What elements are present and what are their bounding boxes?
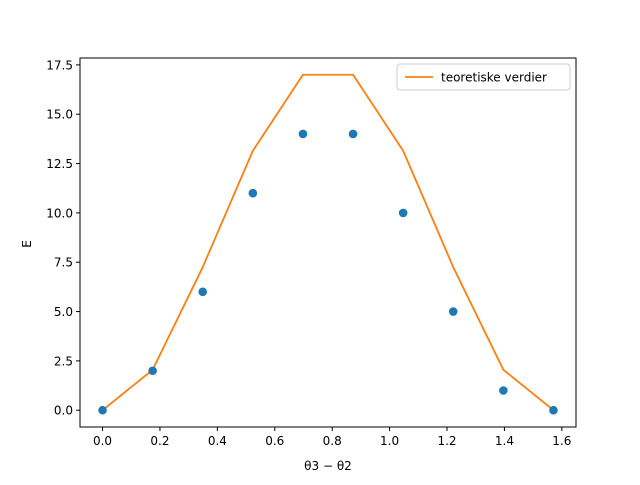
axes-frame xyxy=(79,57,577,428)
plot-area xyxy=(79,57,577,428)
scatter-point xyxy=(398,208,408,218)
y-tick-label: 2.5 xyxy=(54,354,73,368)
y-tick-label: 10.0 xyxy=(46,206,73,220)
scatter-point xyxy=(248,188,258,198)
x-tick-label: 0.6 xyxy=(265,434,284,448)
x-tick-label: 0.0 xyxy=(93,434,112,448)
x-tick-label: 0.4 xyxy=(208,434,227,448)
x-tick-label: 0.2 xyxy=(150,434,169,448)
y-tick-label: 12.5 xyxy=(46,157,73,171)
y-tick-label: 5.0 xyxy=(54,305,73,319)
scatter-point xyxy=(499,386,508,395)
series-line-1 xyxy=(101,73,555,411)
x-tick-label: 1.0 xyxy=(380,434,399,448)
legend-label: teoretiske verdier xyxy=(441,71,547,85)
y-tick-label: 0.0 xyxy=(54,404,73,418)
scatter-point xyxy=(549,405,558,415)
legend: teoretiske verdier xyxy=(396,63,571,91)
x-tick-label: 1.6 xyxy=(552,434,571,448)
x-tick-label: 0.8 xyxy=(323,434,342,448)
scatter-point xyxy=(448,307,458,316)
x-axis-label: θ3 − θ2 xyxy=(304,459,352,473)
scatter-point xyxy=(198,287,208,297)
scatter-point xyxy=(348,129,358,139)
y-axis: 0.0 2.5 5.0 7.5 10.0 12.5 15.0 17.5 xyxy=(46,58,80,418)
scatter-point xyxy=(148,366,157,376)
y-axis-label: E xyxy=(20,240,34,248)
scatter-point xyxy=(98,405,107,415)
y-tick-label: 15.0 xyxy=(46,108,73,122)
x-tick-label: 1.2 xyxy=(437,434,456,448)
scatter-point xyxy=(298,129,308,139)
y-tick-label: 17.5 xyxy=(46,58,73,72)
y-tick-label: 7.5 xyxy=(54,256,73,270)
x-axis: 0.0 0.2 0.4 0.6 0.8 1.0 1.2 1.4 1.6 xyxy=(93,427,571,448)
legend-box xyxy=(396,63,571,91)
x-tick-label: 1.4 xyxy=(495,434,514,448)
